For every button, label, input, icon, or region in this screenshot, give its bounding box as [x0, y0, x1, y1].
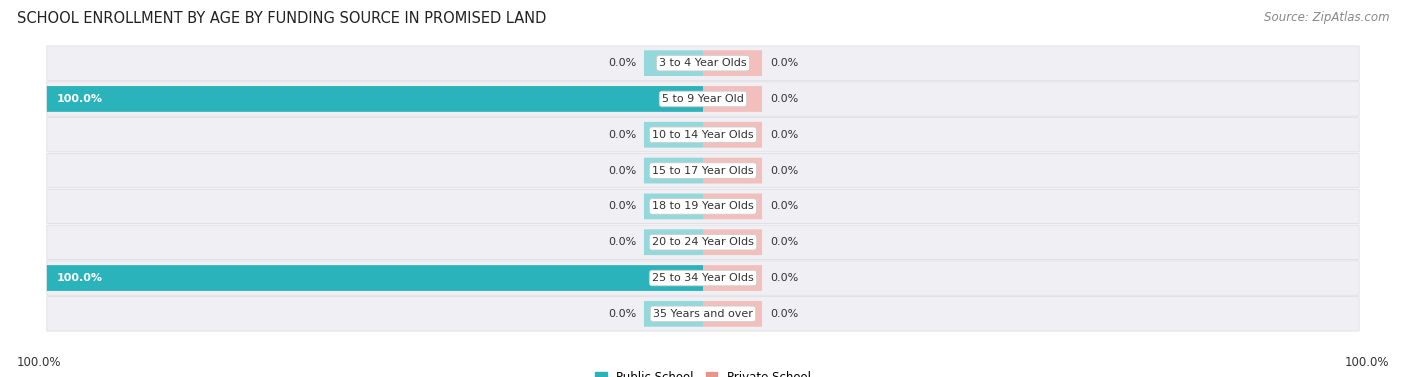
- Text: SCHOOL ENROLLMENT BY AGE BY FUNDING SOURCE IN PROMISED LAND: SCHOOL ENROLLMENT BY AGE BY FUNDING SOUR…: [17, 11, 547, 26]
- FancyBboxPatch shape: [644, 122, 703, 148]
- Text: 10 to 14 Year Olds: 10 to 14 Year Olds: [652, 130, 754, 140]
- FancyBboxPatch shape: [46, 297, 1360, 331]
- Text: 35 Years and over: 35 Years and over: [652, 309, 754, 319]
- FancyBboxPatch shape: [703, 229, 762, 255]
- Text: 15 to 17 Year Olds: 15 to 17 Year Olds: [652, 166, 754, 176]
- Text: 25 to 34 Year Olds: 25 to 34 Year Olds: [652, 273, 754, 283]
- FancyBboxPatch shape: [46, 153, 1360, 188]
- FancyBboxPatch shape: [46, 46, 1360, 80]
- FancyBboxPatch shape: [46, 265, 703, 291]
- Text: 100.0%: 100.0%: [56, 94, 103, 104]
- FancyBboxPatch shape: [46, 118, 1360, 152]
- FancyBboxPatch shape: [46, 225, 1360, 259]
- Text: 0.0%: 0.0%: [607, 201, 636, 211]
- Text: 0.0%: 0.0%: [607, 58, 636, 68]
- Text: 0.0%: 0.0%: [770, 130, 799, 140]
- FancyBboxPatch shape: [703, 158, 762, 184]
- Text: 0.0%: 0.0%: [607, 237, 636, 247]
- FancyBboxPatch shape: [644, 158, 703, 184]
- Text: 0.0%: 0.0%: [770, 94, 799, 104]
- Text: 0.0%: 0.0%: [770, 58, 799, 68]
- FancyBboxPatch shape: [703, 122, 762, 148]
- Text: 0.0%: 0.0%: [607, 166, 636, 176]
- FancyBboxPatch shape: [703, 193, 762, 219]
- FancyBboxPatch shape: [46, 82, 1360, 116]
- FancyBboxPatch shape: [644, 229, 703, 255]
- Text: 0.0%: 0.0%: [770, 273, 799, 283]
- Text: 0.0%: 0.0%: [607, 309, 636, 319]
- FancyBboxPatch shape: [46, 189, 1360, 224]
- Text: 0.0%: 0.0%: [770, 309, 799, 319]
- Text: 5 to 9 Year Old: 5 to 9 Year Old: [662, 94, 744, 104]
- FancyBboxPatch shape: [703, 301, 762, 327]
- Text: Source: ZipAtlas.com: Source: ZipAtlas.com: [1264, 11, 1389, 24]
- FancyBboxPatch shape: [46, 86, 703, 112]
- Text: 0.0%: 0.0%: [607, 130, 636, 140]
- Text: 100.0%: 100.0%: [1344, 357, 1389, 369]
- FancyBboxPatch shape: [703, 86, 762, 112]
- FancyBboxPatch shape: [644, 193, 703, 219]
- Text: 0.0%: 0.0%: [770, 237, 799, 247]
- Text: 100.0%: 100.0%: [56, 273, 103, 283]
- FancyBboxPatch shape: [703, 50, 762, 76]
- FancyBboxPatch shape: [703, 265, 762, 291]
- FancyBboxPatch shape: [46, 261, 1360, 295]
- Text: 0.0%: 0.0%: [770, 166, 799, 176]
- FancyBboxPatch shape: [644, 301, 703, 327]
- Text: 100.0%: 100.0%: [17, 357, 62, 369]
- Text: 20 to 24 Year Olds: 20 to 24 Year Olds: [652, 237, 754, 247]
- Text: 18 to 19 Year Olds: 18 to 19 Year Olds: [652, 201, 754, 211]
- FancyBboxPatch shape: [644, 50, 703, 76]
- Legend: Public School, Private School: Public School, Private School: [591, 366, 815, 377]
- Text: 3 to 4 Year Olds: 3 to 4 Year Olds: [659, 58, 747, 68]
- Text: 0.0%: 0.0%: [770, 201, 799, 211]
